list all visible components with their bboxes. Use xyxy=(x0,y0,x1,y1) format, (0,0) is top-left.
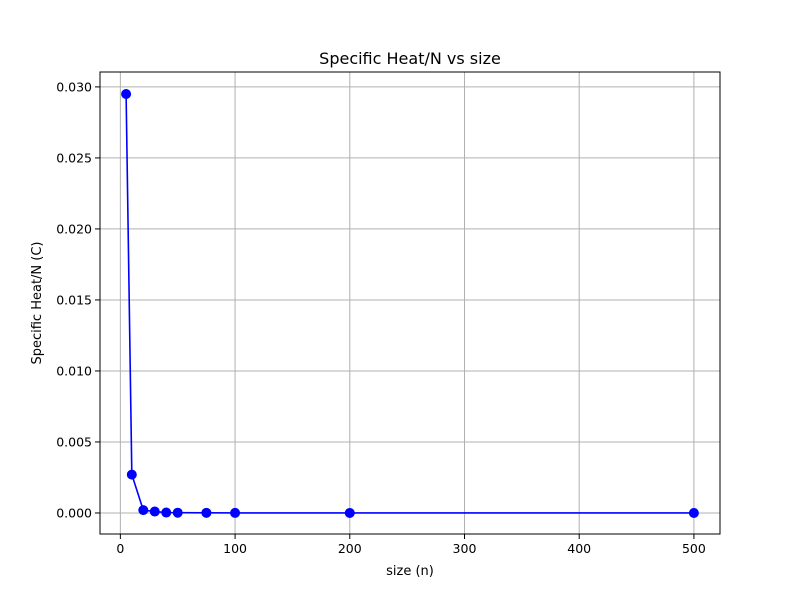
x-tick-label: 500 xyxy=(682,541,706,556)
data-point xyxy=(121,89,132,100)
x-tick-label: 100 xyxy=(223,541,247,556)
data-point xyxy=(138,505,149,516)
y-tick-label: 0.010 xyxy=(56,363,92,378)
x-tick-label: 0 xyxy=(116,541,124,556)
data-point xyxy=(344,507,355,518)
y-tick-label: 0.005 xyxy=(56,434,92,449)
data-point xyxy=(230,507,241,518)
axis-ticks: 0 100 200 300 400 500 0.000 0.005 0.010 0.015 0.02… xyxy=(56,79,706,556)
series-layer xyxy=(121,89,699,518)
x-tick-label: 200 xyxy=(338,541,362,556)
x-axis-label: size (n) xyxy=(386,564,434,579)
x-tick-label: 300 xyxy=(453,541,477,556)
series-line xyxy=(125,93,694,514)
y-axis-label: Specific Heat/N (C) xyxy=(30,241,45,364)
chart-title: Specific Heat/N vs size xyxy=(319,49,501,68)
y-tick-label: 0.000 xyxy=(56,505,92,520)
y-tick-label: 0.015 xyxy=(56,292,92,307)
y-tick-label: 0.030 xyxy=(56,79,92,94)
data-point xyxy=(201,507,212,518)
data-point xyxy=(126,469,137,480)
x-tick-label: 400 xyxy=(567,541,591,556)
y-tick-label: 0.020 xyxy=(56,221,92,236)
data-point xyxy=(149,506,160,517)
y-tick-label: 0.025 xyxy=(56,150,92,165)
data-point xyxy=(688,507,699,518)
data-point xyxy=(172,507,183,518)
data-point xyxy=(161,507,172,518)
grid xyxy=(100,72,720,534)
plot-frame xyxy=(99,71,721,535)
